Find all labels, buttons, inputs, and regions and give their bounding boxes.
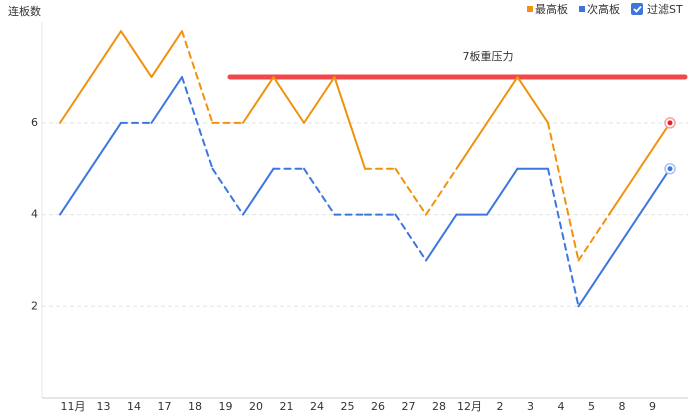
x-tick-label: 9 — [649, 400, 656, 413]
y-tick-label: 4 — [31, 208, 38, 221]
x-tick-label: 20 — [249, 400, 263, 413]
line-segment — [638, 167, 671, 216]
check-icon — [633, 5, 642, 13]
y-tick-label: 2 — [31, 299, 38, 312]
line-segment — [577, 213, 610, 262]
line-segment — [150, 76, 183, 124]
line-segment — [394, 213, 427, 262]
line-segment — [181, 30, 214, 124]
line-segment — [89, 121, 122, 170]
x-tick-label: 26 — [371, 400, 385, 413]
line-segment — [516, 76, 549, 124]
end-point — [667, 120, 673, 126]
line-segment — [242, 76, 275, 124]
x-tick-label: 24 — [310, 400, 324, 413]
x-tick-label: 21 — [280, 400, 294, 413]
x-tick-label: 28 — [432, 400, 446, 413]
x-tick-label: 5 — [588, 400, 595, 413]
line-segment — [242, 167, 275, 216]
legend-label[interactable]: 最高板 — [535, 2, 568, 16]
line-segment — [59, 76, 92, 124]
x-tick-label: 4 — [558, 400, 565, 413]
line-segment — [486, 167, 519, 216]
line-segment — [638, 121, 671, 170]
line-segment — [394, 167, 427, 216]
line-segment — [89, 30, 122, 79]
line-segment — [608, 213, 641, 262]
checkbox[interactable] — [631, 3, 643, 15]
line-segment — [303, 167, 336, 216]
line-segment — [547, 121, 580, 262]
line-segment — [547, 167, 580, 308]
filter-label[interactable]: 过滤ST — [647, 3, 683, 16]
line-segment — [425, 167, 458, 216]
x-tick-label: 3 — [527, 400, 534, 413]
x-tick-label: 27 — [402, 400, 416, 413]
y-tick-label: 6 — [31, 116, 38, 129]
line-segment — [303, 76, 336, 124]
x-tick-label: 25 — [341, 400, 355, 413]
line-segment — [120, 30, 153, 79]
line-segment — [181, 76, 214, 170]
line-segment — [486, 76, 519, 124]
x-tick-label: 8 — [619, 400, 626, 413]
line-segment — [150, 30, 183, 79]
legend: 最高板 次高板 过滤ST — [527, 2, 683, 16]
x-tick-label: 12月 — [457, 400, 482, 413]
line-segment — [455, 121, 488, 170]
x-tick-label: 2 — [497, 400, 504, 413]
line-segment — [211, 167, 244, 216]
legend-label[interactable]: 次高板 — [587, 2, 620, 16]
end-point — [667, 166, 673, 172]
x-tick-label: 19 — [219, 400, 233, 413]
line-segment — [272, 76, 305, 124]
x-tick-label: 14 — [127, 400, 141, 413]
x-tick-label: 17 — [158, 400, 172, 413]
x-tick-label: 11月 — [61, 400, 86, 413]
x-tick-label: 18 — [188, 400, 202, 413]
line-segment — [425, 213, 458, 262]
line-segment — [333, 76, 366, 170]
x-tick-label: 13 — [97, 400, 111, 413]
legend-swatch — [527, 6, 533, 12]
annotation-text: 7板重压力 — [463, 49, 514, 63]
line-segment — [59, 167, 92, 216]
y-axis-label: 连板数 — [8, 4, 41, 18]
line-segment — [577, 259, 610, 308]
legend-swatch — [579, 6, 585, 12]
line-segment — [608, 167, 641, 216]
